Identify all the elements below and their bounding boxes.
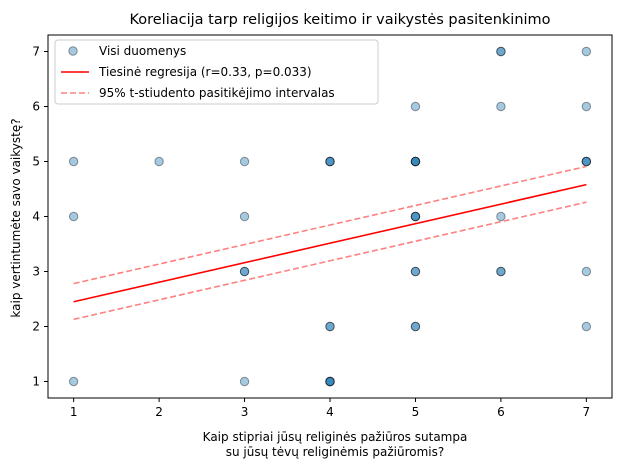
plot-area: 1 2 3 4 5 6 7 1 2 3 4 5 6 7 [32, 34, 613, 419]
data-point [581, 101, 592, 112]
data-point-marker [154, 156, 164, 167]
x-axis-label-line-2: su jūsų tėvų religinėmis pažiūromis? [226, 445, 445, 459]
x-tick-label: 3 [241, 405, 249, 419]
data-point-marker [68, 156, 79, 167]
data-point [325, 156, 335, 167]
x-tick-label: 7 [583, 405, 591, 419]
data-point-marker [410, 156, 421, 167]
data-point-marker [239, 266, 250, 277]
legend-label: 95% t-stiudento pasitikėjimo intervalas [99, 86, 335, 100]
data-point [410, 266, 421, 277]
data-point-marker [581, 321, 592, 332]
data-point [581, 156, 592, 167]
data-point-marker [410, 211, 421, 222]
data-point-marker [239, 266, 250, 277]
data-point-marker [325, 156, 335, 167]
data-point-marker [325, 156, 335, 167]
data-point-marker [325, 156, 335, 167]
y-axis-label: kaip vertintumėte savo vaikystę? [9, 118, 23, 317]
data-point-marker [325, 321, 335, 332]
ci-lower-line [73, 201, 587, 321]
data-point-marker [581, 46, 592, 57]
data-point [581, 46, 592, 57]
data-point [496, 101, 506, 112]
y-tick-label: 4 [32, 210, 40, 224]
data-point-marker [496, 46, 506, 57]
legend-box [54, 39, 379, 105]
data-point-marker [581, 156, 592, 167]
data-point [410, 101, 421, 112]
data-point-marker [496, 211, 506, 222]
data-point [496, 211, 506, 222]
data-point-marker [410, 156, 421, 167]
data-point-marker [325, 321, 335, 332]
data-point-marker [68, 376, 79, 387]
data-point [239, 211, 250, 222]
x-axis-label-line-1: Kaip stipriai jūsų religinės pažiūros su… [203, 430, 468, 444]
data-point-marker [325, 376, 335, 387]
data-point [325, 321, 335, 332]
data-point [581, 266, 592, 277]
x-tick-label: 6 [497, 405, 505, 419]
data-point-marker [325, 376, 335, 387]
data-point [325, 376, 335, 387]
data-point [239, 266, 250, 277]
data-point-marker [410, 211, 421, 222]
data-point-marker [410, 266, 421, 277]
legend-label: Tiesinė regresija (r=0.33, p=0.033) [98, 65, 312, 79]
data-point-marker [410, 211, 421, 222]
data-point-marker [239, 211, 250, 222]
data-point [68, 156, 79, 167]
data-point-marker [239, 376, 250, 387]
data-point-marker [581, 266, 592, 277]
data-point [410, 211, 421, 222]
legend-marker-points [68, 46, 78, 56]
y-tick-label: 3 [32, 265, 40, 279]
data-point-marker [325, 376, 335, 387]
data-point [239, 376, 250, 387]
data-point-marker [581, 156, 592, 167]
data-point-marker [496, 266, 506, 277]
x-tick-label: 2 [155, 405, 163, 419]
ci-upper-line [73, 165, 587, 285]
data-point-marker [410, 156, 421, 167]
data-point [154, 156, 164, 167]
legend: Visi duomenys Tiesinė regresija (r=0.33, … [54, 39, 379, 105]
data-point [496, 46, 506, 57]
data-point-marker [410, 321, 421, 332]
data-point-marker [410, 321, 421, 332]
data-point [410, 156, 421, 167]
data-point-marker [239, 156, 250, 167]
data-point-marker [68, 211, 79, 222]
data-point [68, 211, 79, 222]
data-point-marker [410, 101, 421, 112]
data-point [68, 376, 79, 387]
y-tick-label: 2 [32, 320, 40, 334]
data-point [496, 266, 506, 277]
data-point-marker [581, 156, 592, 167]
regression-line [73, 183, 587, 303]
data-point-marker [496, 46, 506, 57]
y-tick-label: 5 [32, 155, 40, 169]
data-point [239, 156, 250, 167]
data-point-marker [496, 266, 506, 277]
data-point [410, 321, 421, 332]
data-point [581, 321, 592, 332]
legend-label: Visi duomenys [99, 44, 186, 58]
y-tick-label: 1 [32, 375, 40, 389]
x-tick-label: 5 [412, 405, 420, 419]
y-tick-label: 6 [32, 100, 40, 114]
y-tick-label: 7 [32, 45, 40, 59]
x-tick-label: 1 [70, 405, 78, 419]
x-tick-label: 4 [326, 405, 334, 419]
data-point-marker [581, 101, 592, 112]
data-point-marker [410, 156, 421, 167]
data-point-marker [325, 376, 335, 387]
data-point-marker [496, 101, 506, 112]
data-point-marker [410, 266, 421, 277]
chart-title: Koreliacija tarp religijos keitimo ir va… [129, 12, 550, 28]
